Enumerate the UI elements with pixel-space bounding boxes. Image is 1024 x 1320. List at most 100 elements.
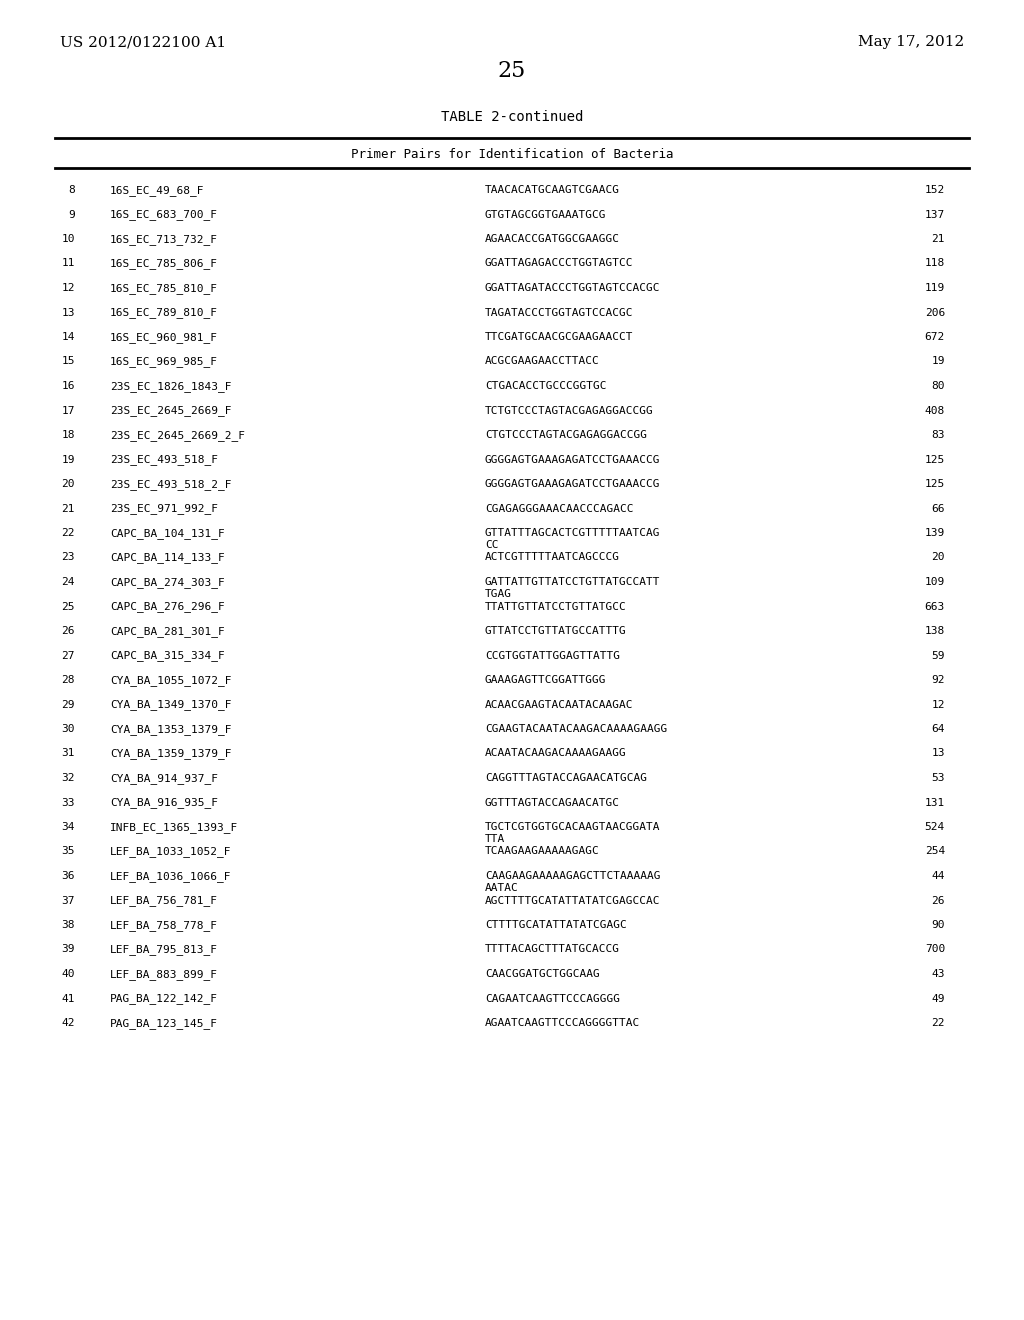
Text: CAAGAAGAAAAAGAGCTTCTAAAAAG: CAAGAAGAAAAAGAGCTTCTAAAAAG [485,871,660,880]
Text: 13: 13 [61,308,75,318]
Text: 23S_EC_493_518_2_F: 23S_EC_493_518_2_F [110,479,231,490]
Text: 33: 33 [61,797,75,808]
Text: 38: 38 [61,920,75,931]
Text: AGAACACCGATGGCGAAGGC: AGAACACCGATGGCGAAGGC [485,234,620,244]
Text: TCTGTCCCTAGTACGAGAGGACCGG: TCTGTCCCTAGTACGAGAGGACCGG [485,405,653,416]
Text: 64: 64 [932,723,945,734]
Text: TCAAGAAGAAAAAGAGC: TCAAGAAGAAAAAGAGC [485,846,600,857]
Text: TTA: TTA [485,834,505,843]
Text: 12: 12 [61,282,75,293]
Text: 26: 26 [61,626,75,636]
Text: CGAAGTACAATACAAGACAAAAGAAGG: CGAAGTACAATACAAGACAAAAGAAGG [485,723,668,734]
Text: 43: 43 [932,969,945,979]
Text: 92: 92 [932,675,945,685]
Text: TGCTCGTGGTGCACAAGTAACGGATA: TGCTCGTGGTGCACAAGTAACGGATA [485,822,660,832]
Text: 23S_EC_493_518_F: 23S_EC_493_518_F [110,454,218,466]
Text: 139: 139 [925,528,945,539]
Text: CTGACACCTGCCCGGTGC: CTGACACCTGCCCGGTGC [485,381,606,391]
Text: 23: 23 [61,553,75,562]
Text: LEF_BA_883_899_F: LEF_BA_883_899_F [110,969,218,979]
Text: GTTATCCTGTTATGCCATTTG: GTTATCCTGTTATGCCATTTG [485,626,627,636]
Text: 53: 53 [932,774,945,783]
Text: 11: 11 [61,259,75,268]
Text: 27: 27 [61,651,75,660]
Text: 16S_EC_713_732_F: 16S_EC_713_732_F [110,234,218,246]
Text: 18: 18 [61,430,75,440]
Text: ACGCGAAGAACCTTACC: ACGCGAAGAACCTTACC [485,356,600,367]
Text: 17: 17 [61,405,75,416]
Text: 663: 663 [925,602,945,611]
Text: PAG_BA_122_142_F: PAG_BA_122_142_F [110,994,218,1005]
Text: CCGTGGTATTGGAGTTATTG: CCGTGGTATTGGAGTTATTG [485,651,620,660]
Text: CC: CC [485,540,499,550]
Text: AGCTTTTGCATATTATATCGAGCCAC: AGCTTTTGCATATTATATCGAGCCAC [485,895,660,906]
Text: 16S_EC_969_985_F: 16S_EC_969_985_F [110,356,218,367]
Text: 16: 16 [61,381,75,391]
Text: AGAATCAAGTTCCCAGGGGTTAC: AGAATCAAGTTCCCAGGGGTTAC [485,1018,640,1028]
Text: ACAATACAAGACAAAAGAAGG: ACAATACAAGACAAAAGAAGG [485,748,627,759]
Text: 14: 14 [61,333,75,342]
Text: 31: 31 [61,748,75,759]
Text: 80: 80 [932,381,945,391]
Text: CAPC_BA_104_131_F: CAPC_BA_104_131_F [110,528,224,539]
Text: 19: 19 [61,454,75,465]
Text: 8: 8 [69,185,75,195]
Text: 408: 408 [925,405,945,416]
Text: TGAG: TGAG [485,589,512,599]
Text: GGATTAGAGACCCTGGTAGTCC: GGATTAGAGACCCTGGTAGTCC [485,259,634,268]
Text: 44: 44 [932,871,945,880]
Text: GTGTAGCGGTGAAATGCG: GTGTAGCGGTGAAATGCG [485,210,606,219]
Text: ACTCGTTTTTAATCAGCCCG: ACTCGTTTTTAATCAGCCCG [485,553,620,562]
Text: CAPC_BA_281_301_F: CAPC_BA_281_301_F [110,626,224,638]
Text: 16S_EC_785_806_F: 16S_EC_785_806_F [110,259,218,269]
Text: TTCGATGCAACGCGAAGAACCT: TTCGATGCAACGCGAAGAACCT [485,333,634,342]
Text: LEF_BA_756_781_F: LEF_BA_756_781_F [110,895,218,907]
Text: 125: 125 [925,479,945,488]
Text: 25: 25 [61,602,75,611]
Text: 12: 12 [932,700,945,710]
Text: 39: 39 [61,945,75,954]
Text: 83: 83 [932,430,945,440]
Text: LEF_BA_795_813_F: LEF_BA_795_813_F [110,945,218,956]
Text: CAPC_BA_114_133_F: CAPC_BA_114_133_F [110,553,224,564]
Text: CAPC_BA_276_296_F: CAPC_BA_276_296_F [110,602,224,612]
Text: 254: 254 [925,846,945,857]
Text: US 2012/0122100 A1: US 2012/0122100 A1 [60,36,226,49]
Text: TTATTGTTATCCTGTTATGCC: TTATTGTTATCCTGTTATGCC [485,602,627,611]
Text: CTGTCCCTAGTACGAGAGGACCGG: CTGTCCCTAGTACGAGAGGACCGG [485,430,647,440]
Text: CAPC_BA_274_303_F: CAPC_BA_274_303_F [110,577,224,587]
Text: LEF_BA_1036_1066_F: LEF_BA_1036_1066_F [110,871,231,882]
Text: 29: 29 [61,700,75,710]
Text: 41: 41 [61,994,75,1003]
Text: LEF_BA_1033_1052_F: LEF_BA_1033_1052_F [110,846,231,858]
Text: 34: 34 [61,822,75,832]
Text: GAAAGAGTTCGGATTGGG: GAAAGAGTTCGGATTGGG [485,675,606,685]
Text: CYA_BA_916_935_F: CYA_BA_916_935_F [110,797,218,808]
Text: CAGAATCAAGTTCCCAGGGG: CAGAATCAAGTTCCCAGGGG [485,994,620,1003]
Text: 137: 137 [925,210,945,219]
Text: 152: 152 [925,185,945,195]
Text: INFB_EC_1365_1393_F: INFB_EC_1365_1393_F [110,822,239,833]
Text: 109: 109 [925,577,945,587]
Text: May 17, 2012: May 17, 2012 [858,36,964,49]
Text: 10: 10 [61,234,75,244]
Text: ACAACGAAGTACAATACAAGAC: ACAACGAAGTACAATACAAGAC [485,700,634,710]
Text: 22: 22 [932,1018,945,1028]
Text: TABLE 2-continued: TABLE 2-continued [440,110,584,124]
Text: 16S_EC_960_981_F: 16S_EC_960_981_F [110,333,218,343]
Text: 700: 700 [925,945,945,954]
Text: 23S_EC_2645_2669_2_F: 23S_EC_2645_2669_2_F [110,430,245,441]
Text: CTTTTGCATATTATATCGAGC: CTTTTGCATATTATATCGAGC [485,920,627,931]
Text: 15: 15 [61,356,75,367]
Text: 66: 66 [932,503,945,513]
Text: 37: 37 [61,895,75,906]
Text: 13: 13 [932,748,945,759]
Text: 59: 59 [932,651,945,660]
Text: 28: 28 [61,675,75,685]
Text: TTTTACAGCTTTATGCACCG: TTTTACAGCTTTATGCACCG [485,945,620,954]
Text: GGGGAGTGAAAGAGATCCTGAAACCG: GGGGAGTGAAAGAGATCCTGAAACCG [485,479,660,488]
Text: 16S_EC_785_810_F: 16S_EC_785_810_F [110,282,218,294]
Text: 16S_EC_49_68_F: 16S_EC_49_68_F [110,185,205,195]
Text: CYA_BA_1353_1379_F: CYA_BA_1353_1379_F [110,723,231,735]
Text: CAGGTTTAGTACCAGAACATGCAG: CAGGTTTAGTACCAGAACATGCAG [485,774,647,783]
